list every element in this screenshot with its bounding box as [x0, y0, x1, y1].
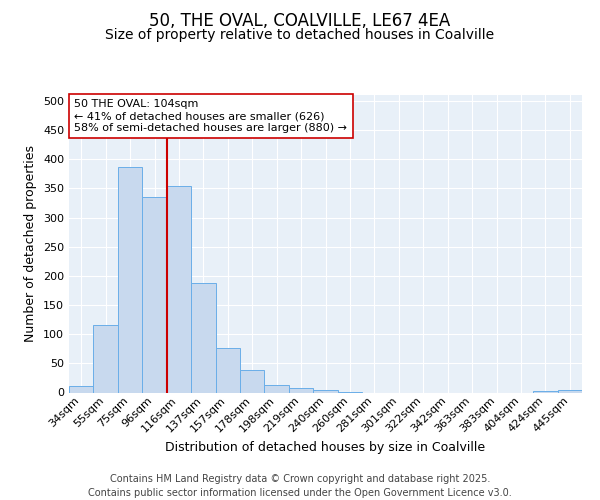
Text: 50, THE OVAL, COALVILLE, LE67 4EA: 50, THE OVAL, COALVILLE, LE67 4EA — [149, 12, 451, 30]
Text: 50 THE OVAL: 104sqm
← 41% of detached houses are smaller (626)
58% of semi-detac: 50 THE OVAL: 104sqm ← 41% of detached ho… — [74, 100, 347, 132]
Y-axis label: Number of detached properties: Number of detached properties — [25, 145, 37, 342]
Bar — [215, 348, 240, 393]
Bar — [289, 388, 313, 392]
Bar — [191, 283, 215, 393]
Bar — [313, 390, 338, 392]
Bar — [167, 186, 191, 392]
Bar — [94, 326, 118, 392]
Text: Contains HM Land Registry data © Crown copyright and database right 2025.
Contai: Contains HM Land Registry data © Crown c… — [88, 474, 512, 498]
Bar — [240, 370, 265, 392]
Bar — [265, 385, 289, 392]
Bar — [142, 197, 167, 392]
Bar — [557, 390, 582, 392]
Bar — [69, 386, 94, 392]
Bar — [533, 391, 557, 392]
Text: Size of property relative to detached houses in Coalville: Size of property relative to detached ho… — [106, 28, 494, 42]
X-axis label: Distribution of detached houses by size in Coalville: Distribution of detached houses by size … — [166, 441, 485, 454]
Bar — [118, 167, 142, 392]
